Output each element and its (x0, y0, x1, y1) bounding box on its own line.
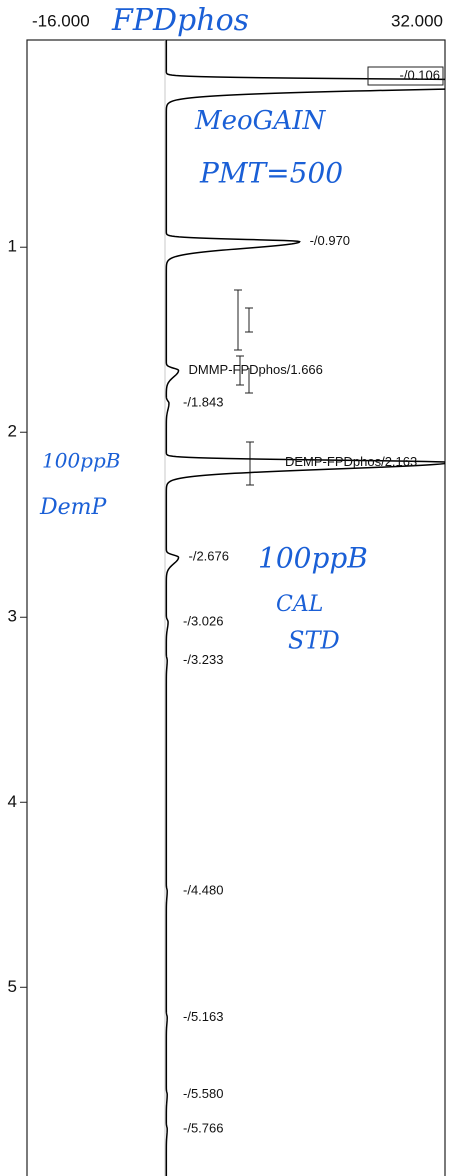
peak-label: -/0.970 (310, 233, 350, 248)
handwritten-note: STD (288, 627, 340, 655)
y-tick-label: 3 (8, 607, 17, 626)
peak-label: DEMP-FPDphos/2.163 (285, 454, 417, 469)
peak-label: -/3.026 (183, 613, 223, 628)
x-tick-label: 32.000 (391, 11, 443, 30)
peak-label: -/2.676 (189, 549, 229, 564)
plot-frame (26, 39, 446, 1176)
peak-label: -/3.233 (183, 652, 223, 667)
label-box (367, 66, 444, 86)
peak-label: -/5.580 (183, 1086, 223, 1101)
integration-markers (234, 289, 254, 486)
handwritten-note: PMT=500 (199, 157, 343, 190)
peak-label: -/1.843 (183, 395, 223, 410)
y-tick-label: 5 (8, 977, 17, 996)
peak-label: -/5.766 (183, 1120, 223, 1135)
handwritten-note: DemP (39, 495, 108, 520)
peak-label: -/5.163 (183, 1009, 223, 1024)
handwritten-note: 100ppB (258, 542, 368, 575)
peak-label: DMMP-FPDphos/1.666 (189, 362, 323, 377)
y-tick-label: 4 (8, 792, 17, 811)
x-tick-label: -16.000 (32, 11, 90, 30)
handwritten-note: CAL (276, 592, 323, 617)
handwritten-note: 100ppB (42, 449, 120, 473)
trace (165, 40, 445, 1176)
handwritten-note: FPDphos (111, 3, 249, 38)
peak-label: -/0.106 (400, 67, 440, 82)
handwritten-note: MeoGAIN (194, 106, 326, 136)
y-tick-label: 1 (8, 237, 17, 256)
peak-label: -/4.480 (183, 883, 223, 898)
y-tick-label: 2 (8, 422, 17, 441)
